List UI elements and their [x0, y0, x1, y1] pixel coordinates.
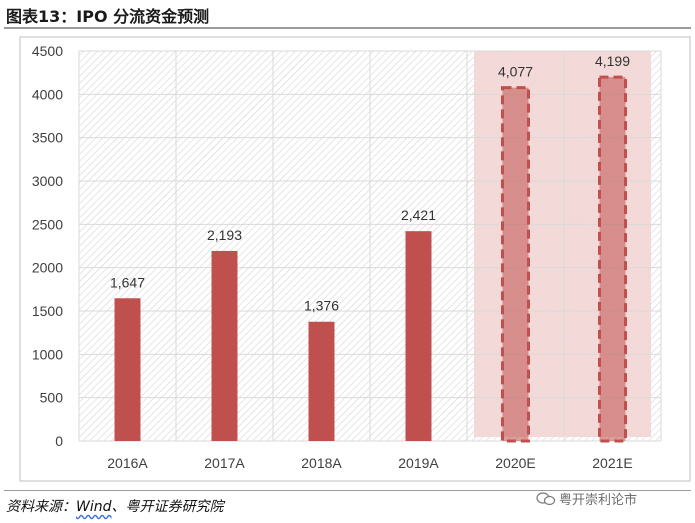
y-tick-label-1500: 1500: [32, 303, 63, 319]
bar-2021E: [598, 75, 627, 443]
y-tick-label-2000: 2000: [32, 260, 63, 276]
x-tick-label-2021E: 2021E: [592, 455, 632, 471]
y-tick-label-2500: 2500: [32, 216, 63, 232]
y-tick-label-3500: 3500: [32, 130, 63, 146]
figure-title: 图表13：IPO 分流资金预测: [6, 7, 210, 26]
y-tick-label-500: 500: [40, 390, 64, 406]
source-prefix: 资料来源：: [6, 499, 76, 515]
wechat-icon: [536, 491, 556, 505]
source-rest: 、粤开证券研究院: [111, 499, 224, 515]
x-tick-label-2016A: 2016A: [107, 455, 148, 471]
title-divider: [4, 27, 691, 29]
data-label-2016A: 1,647: [110, 274, 145, 290]
x-tick-label-2020E: 2020E: [495, 455, 535, 471]
data-label-2020E: 4,077: [498, 64, 533, 80]
data-label-2018A: 1,376: [304, 298, 339, 314]
y-tick-label-4000: 4000: [32, 86, 63, 102]
watermark-text: 粤开崇利论市: [559, 493, 638, 508]
data-label-2017A: 2,193: [207, 227, 242, 243]
watermark: 粤开崇利论市: [536, 489, 637, 508]
y-tick-label-0: 0: [55, 433, 63, 449]
data-label-2019A: 2,421: [401, 207, 436, 223]
bar-2017A: [211, 250, 238, 441]
y-tick-label-4500: 4500: [32, 43, 63, 59]
bar-2018A: [308, 321, 335, 441]
x-tick-label-2019A: 2019A: [398, 455, 439, 471]
source-note: 资料来源：Wind、粤开证券研究院: [6, 496, 224, 516]
source-divider: [4, 490, 691, 491]
bar-2020E: [501, 86, 530, 443]
bar-2016A: [114, 298, 141, 441]
x-tick-label-2017A: 2017A: [204, 455, 245, 471]
y-tick-label-3000: 3000: [32, 173, 63, 189]
x-tick-label-2018A: 2018A: [301, 455, 342, 471]
data-label-2021E: 4,199: [595, 53, 630, 69]
plot-border: [19, 36, 691, 482]
bar-2019A: [405, 231, 432, 441]
y-tick-label-1000: 1000: [32, 346, 63, 362]
source-wind: Wind: [76, 499, 112, 515]
